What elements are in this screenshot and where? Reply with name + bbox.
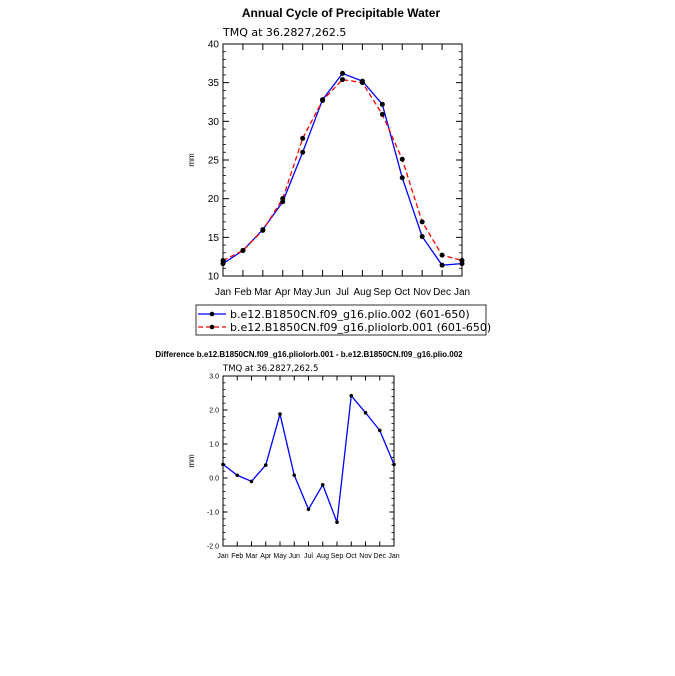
x-tick-label: Dec xyxy=(433,287,451,298)
chart1-x-ticks: Jan Feb Mar Apr May Jun Jul Aug Sep Oct Nov Dec Jan xyxy=(215,44,470,298)
series-line-0 xyxy=(222,394,395,523)
chart1-y-axis-label: mm xyxy=(187,153,196,167)
x-tick-label: Jan xyxy=(388,553,399,560)
series-0-point xyxy=(278,412,282,416)
x-tick-label: Nov xyxy=(359,553,372,560)
y-tick-label: 3.0 xyxy=(209,374,219,381)
y-tick-label: 10 xyxy=(208,272,220,283)
x-tick-label: Jan xyxy=(454,287,470,298)
y-tick-label: 30 xyxy=(208,117,220,128)
x-tick-label: Aug xyxy=(354,287,372,298)
chart2-y-ticks: -2.0 -1.0 0.0 1.0 2.0 3.0 xyxy=(207,374,394,551)
series-0-point xyxy=(392,462,396,467)
series-1-point xyxy=(240,247,246,253)
series-1-point xyxy=(340,77,345,83)
legend-label-pliolorb: b.e12.B1850CN.f09_g16.pliolorb.001 (601-… xyxy=(230,321,491,334)
x-tick-label: Jan xyxy=(215,287,231,298)
x-tick-label: Jan xyxy=(217,553,228,560)
series-0-point xyxy=(363,410,368,415)
chart1-title: Annual Cycle of Precipitable Water xyxy=(242,6,441,20)
series-0-point xyxy=(379,101,385,107)
x-tick-label: Jun xyxy=(315,287,331,298)
series-0-point xyxy=(377,428,382,433)
x-tick-label: Apr xyxy=(260,553,272,560)
series-0-point xyxy=(235,473,240,478)
x-tick-label: Apr xyxy=(275,287,291,298)
series-1-point xyxy=(220,258,226,264)
x-tick-label: Jun xyxy=(289,553,300,560)
series-1-point xyxy=(320,97,326,103)
series-1-point xyxy=(439,252,445,258)
y-tick-label: 20 xyxy=(208,194,220,205)
y-tick-label: 40 xyxy=(208,40,220,51)
y-tick-label: 35 xyxy=(208,78,220,89)
series-0-point xyxy=(249,479,254,484)
series-1-point xyxy=(379,111,385,117)
x-tick-label: Aug xyxy=(317,553,330,560)
series-1-point xyxy=(359,80,365,86)
chart2-x-ticks: Jan Feb Mar Apr May Jun Jul Aug Sep Oct Nov Dec Jan xyxy=(217,376,400,560)
x-tick-label: Feb xyxy=(234,287,252,298)
series-1-point xyxy=(280,196,286,202)
x-tick-label: Dec xyxy=(374,553,387,560)
series-1-point xyxy=(260,227,266,233)
series-1-point xyxy=(419,219,425,225)
chart2-title: Difference b.e12.B1850CN.f09_g16.pliolor… xyxy=(155,350,463,359)
annual-cycle-chart: Annual Cycle of Precipitable Water TMQ a… xyxy=(187,6,491,336)
x-tick-label: Jul xyxy=(336,287,349,298)
difference-chart: Difference b.e12.B1850CN.f09_g16.pliolor… xyxy=(155,350,463,560)
legend-marker-pliolorb xyxy=(209,324,215,330)
legend-box xyxy=(195,304,487,336)
series-0-point xyxy=(263,463,268,467)
series-0-point xyxy=(221,462,225,467)
series-0-point xyxy=(300,149,306,155)
x-tick-label: May xyxy=(273,553,287,560)
series-0-point xyxy=(320,483,325,487)
x-tick-label: Oct xyxy=(346,553,357,560)
y-tick-label: 2.0 xyxy=(209,408,219,415)
x-tick-label: Oct xyxy=(394,287,410,298)
chart1-subtitle: TMQ at 36.2827,262.5 xyxy=(222,26,346,39)
series-0-point xyxy=(439,262,445,268)
x-tick-label: Mar xyxy=(254,287,272,298)
series-0-point xyxy=(292,473,297,478)
series-0-point xyxy=(419,234,425,240)
y-tick-label: 1.0 xyxy=(209,442,219,449)
series-1-point xyxy=(300,135,306,141)
x-tick-label: Mar xyxy=(245,553,258,560)
y-tick-label: -1.0 xyxy=(207,510,219,517)
y-tick-label: 15 xyxy=(208,233,220,244)
series-1-point xyxy=(399,156,405,162)
series-0-point xyxy=(335,520,339,524)
legend-marker-plio xyxy=(209,311,215,317)
chart1-series xyxy=(220,70,465,268)
chart2-y-axis-label: mm xyxy=(187,454,196,468)
x-tick-label: Feb xyxy=(231,553,243,560)
chart2-series xyxy=(221,393,396,524)
x-tick-label: May xyxy=(293,287,312,298)
y-tick-label: -2.0 xyxy=(207,544,219,551)
series-1-point xyxy=(459,258,465,264)
chart1-legend: b.e12.B1850CN.f09_g16.plio.002 (601-650)… xyxy=(195,304,491,336)
chart2-plot-frame xyxy=(222,375,395,547)
x-tick-label: Nov xyxy=(413,287,431,298)
x-tick-label: Jul xyxy=(304,553,313,560)
legend-label-plio: b.e12.B1850CN.f09_g16.plio.002 (601-650) xyxy=(230,308,470,321)
series-line-0 xyxy=(222,72,463,266)
x-tick-label: Sep xyxy=(373,287,391,298)
series-0-point xyxy=(306,507,311,512)
y-tick-label: 0.0 xyxy=(209,476,219,483)
y-tick-label: 25 xyxy=(208,156,220,167)
chart2-subtitle: TMQ at 36.2827,262.5 xyxy=(222,364,318,374)
chart1-y-ticks: 10 15 20 25 30 35 40 xyxy=(208,40,462,283)
x-tick-label: Sep xyxy=(331,553,344,560)
series-0-point xyxy=(340,70,345,76)
series-0-point xyxy=(349,393,354,398)
series-0-point xyxy=(399,175,405,181)
